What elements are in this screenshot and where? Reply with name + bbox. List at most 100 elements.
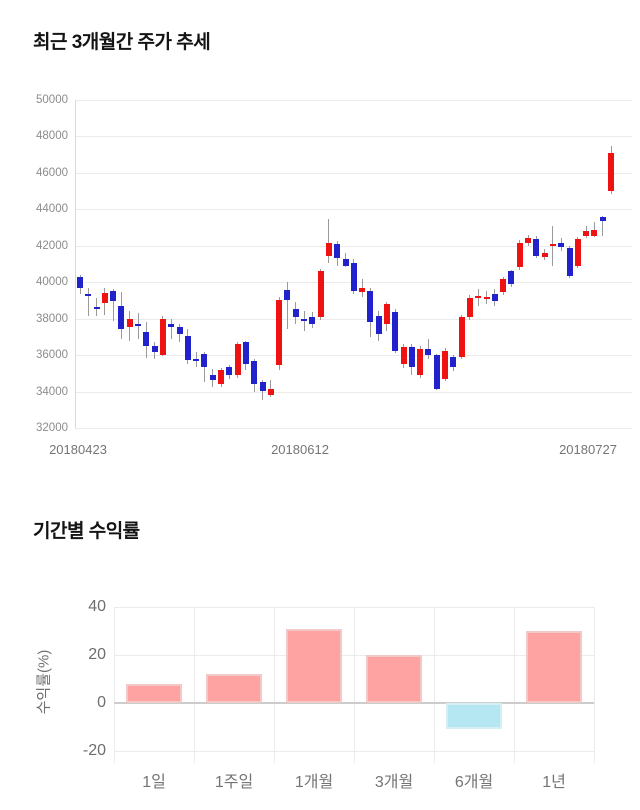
candle-up[interactable] [442,350,449,379]
candle-up[interactable] [359,287,366,292]
candle-down[interactable] [168,324,175,328]
candle-up[interactable] [549,243,556,246]
candle-down[interactable] [85,293,92,296]
returns-gridline-h [114,655,594,656]
returns-y-tick-label: 40 [88,598,106,615]
candle-up[interactable] [159,319,166,356]
candle-up[interactable] [500,279,507,293]
candle-down[interactable] [135,324,142,327]
candle-up[interactable] [541,252,548,258]
price-y-tick-label: 50000 [36,94,68,106]
candle-up[interactable] [317,270,324,318]
candle-wick [328,219,330,263]
returns-gridline-v [194,607,195,763]
candle-down[interactable] [334,244,341,258]
candle-up[interactable] [325,242,332,256]
candle-wick [112,289,114,321]
candle-down[interactable] [375,315,382,334]
candle-up[interactable] [267,388,274,395]
candle-down[interactable] [367,290,374,323]
candle-up[interactable] [591,230,598,236]
candle-down[interactable] [301,318,308,321]
candle-wick [170,318,172,340]
price-gridline [75,355,632,357]
return-bar-negative[interactable] [446,703,502,730]
candle-up[interactable] [466,297,473,318]
candle-down[interactable] [193,359,200,362]
candle-up[interactable] [234,343,241,376]
candle-up[interactable] [400,347,407,364]
candle-down[interactable] [251,360,258,385]
candle-down[interactable] [110,291,117,302]
candle-down[interactable] [226,367,233,376]
candle-down[interactable] [342,259,349,266]
returns-y-tick-label: -20 [82,742,106,759]
candle-down[interactable] [491,294,498,301]
return-bar-positive[interactable] [126,683,182,703]
candle-down[interactable] [599,216,606,222]
return-bar-positive[interactable] [206,674,262,703]
candle-down[interactable] [350,262,357,291]
candle-down[interactable] [151,345,158,353]
candle-down[interactable] [566,247,573,277]
candle-down[interactable] [201,354,208,368]
candle-down[interactable] [450,357,457,368]
candle-down[interactable] [284,290,291,301]
candle-wick [427,338,429,359]
candle-down[interactable] [77,276,83,288]
candle-down[interactable] [508,271,515,285]
candle-down[interactable] [259,382,266,392]
candle-down[interactable] [433,355,440,389]
returns-y-tick-label: 20 [88,646,106,663]
candle-up[interactable] [574,239,581,266]
returns-category-label: 1주일 [214,774,254,791]
candle-down[interactable] [408,347,415,368]
return-bar-positive[interactable] [526,631,582,703]
candle-down[interactable] [93,307,100,310]
returns-category-label: 1일 [142,774,166,791]
price-y-tick-label: 36000 [36,349,68,362]
candle-up[interactable] [101,292,108,303]
candle-wick [203,352,205,383]
candle-up[interactable] [126,318,133,328]
price-y-tick-label: 46000 [36,166,68,179]
candle-up[interactable] [458,317,465,358]
candle-wick [96,297,98,317]
candle-up[interactable] [583,231,590,237]
returns-gridline-v [434,607,435,763]
candle-up[interactable] [483,296,490,299]
returns-zero-line [114,702,594,704]
candle-down[interactable] [533,239,540,256]
candle-up[interactable] [276,300,283,366]
price-y-tick-label: 34000 [36,385,68,398]
price-gridline [75,318,632,320]
candle-up[interactable] [218,370,225,384]
candle-down[interactable] [209,375,216,380]
candle-up[interactable] [383,304,390,325]
candle-up[interactable] [417,348,424,376]
candle-down[interactable] [558,243,565,248]
returns-gridline-v [514,607,515,763]
candle-down[interactable] [118,305,125,329]
candle-down[interactable] [392,312,399,351]
return-bar-positive[interactable] [366,655,422,703]
candle-wick [286,281,288,329]
candle-down[interactable] [425,348,432,356]
candle-up[interactable] [525,237,532,243]
candle-down[interactable] [176,327,183,334]
candle-up[interactable] [516,242,523,268]
candle-down[interactable] [143,332,150,346]
returns-y-tick-label: 0 [97,694,106,711]
candle-wick [87,287,89,317]
candle-up[interactable] [608,153,614,191]
candle-down[interactable] [292,309,299,318]
price-x-tick-label: 20180612 [271,442,329,457]
returns-gridline-h [114,751,594,752]
price-gridline [75,100,632,101]
candle-up[interactable] [475,295,482,299]
price-gridline [75,136,632,138]
return-bar-positive[interactable] [286,628,342,703]
candle-down[interactable] [184,335,191,361]
candle-down[interactable] [309,317,316,325]
candle-down[interactable] [242,342,249,364]
